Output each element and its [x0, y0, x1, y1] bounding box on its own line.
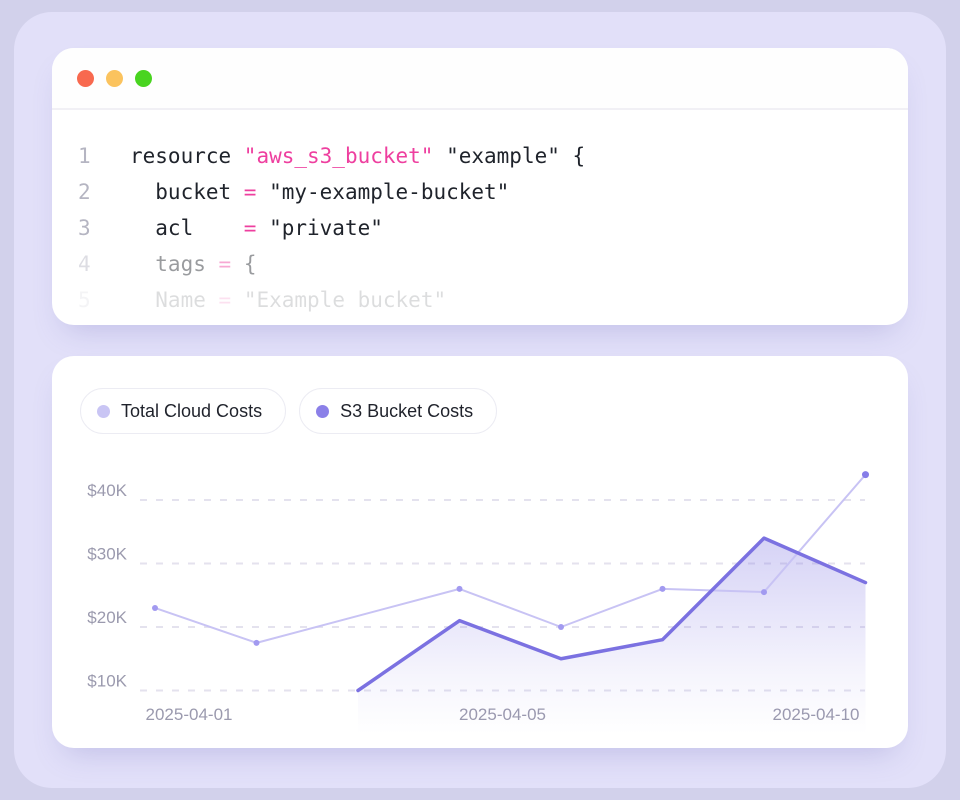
y-axis-label: $20K: [87, 608, 127, 627]
data-point-dot: [456, 585, 463, 592]
line-number: 5: [78, 288, 91, 312]
series-fill-s3-bucket-costs: [358, 538, 866, 738]
y-axis-label: $40K: [87, 481, 127, 500]
line-number: 2: [78, 180, 91, 204]
code-line: 1 resource "aws_s3_bucket" "example" {: [52, 138, 908, 174]
window-title-bar: [52, 48, 908, 110]
code-token: {: [231, 252, 257, 276]
line-number: 1: [78, 144, 91, 168]
legend-label: Total Cloud Costs: [121, 400, 263, 421]
code-token: "my-example-bucket": [256, 180, 510, 204]
code-token: Name: [130, 288, 219, 312]
chart-legend: Total Cloud Costs S3 Bucket Costs: [80, 388, 498, 434]
line-number: 4: [78, 252, 91, 276]
cost-chart-panel: Total Cloud Costs S3 Bucket Costs $40K $3…: [52, 356, 908, 748]
code-editor[interactable]: 1 resource "aws_s3_bucket" "example" { 2 b…: [52, 110, 908, 318]
code-token: bucket: [130, 180, 244, 204]
code-line: 2 bucket = "my-example-bucket": [52, 174, 908, 210]
data-point-dot: [152, 604, 158, 611]
legend-pill-s3-bucket-costs[interactable]: S3 Bucket Costs: [299, 388, 498, 434]
minimize-button[interactable]: [106, 69, 123, 87]
s3-bucket-costs-dot-icon: [316, 404, 330, 418]
code-token: "aws_s3_bucket": [243, 144, 434, 168]
data-point-dot: [761, 589, 767, 596]
code-token: =: [243, 180, 257, 204]
y-axis-label: $10K: [87, 672, 127, 691]
data-point-dot: [659, 585, 666, 592]
y-axis-label: $30K: [87, 545, 127, 564]
code-token: "example" {: [433, 144, 586, 168]
code-token: tags: [130, 252, 219, 276]
total-cloud-costs-dot-icon: [97, 404, 110, 418]
code-line: 3 acl = "private": [52, 210, 908, 246]
data-point-dot: [253, 639, 260, 646]
code-token: =: [218, 252, 232, 276]
code-token: =: [218, 288, 232, 312]
data-point-dot: [862, 471, 869, 479]
code-token: acl: [130, 216, 244, 240]
code-line: 5 Name = "Example bucket": [52, 282, 908, 318]
x-axis-label: 2025-04-01: [146, 705, 233, 724]
line-number: 3: [78, 216, 91, 240]
code-token: "Example bucket": [231, 288, 447, 312]
series-line-s3-bucket-costs: [356, 536, 868, 693]
code-token: "private": [256, 216, 383, 240]
data-point-dot: [558, 624, 564, 630]
legend-label: S3 Bucket Costs: [340, 400, 474, 421]
cost-line-chart: $40K$30K$20K$10K2025-04-012025-04-052025…: [87, 471, 869, 738]
code-editor-window: 1 resource "aws_s3_bucket" "example" { 2 b…: [52, 48, 908, 325]
maximize-button[interactable]: [135, 69, 152, 87]
code-token: =: [243, 216, 257, 240]
code-token: resource: [130, 144, 244, 168]
close-button[interactable]: [77, 69, 94, 87]
legend-pill-total-cloud-costs[interactable]: Total Cloud Costs: [80, 388, 287, 434]
code-line: 4 tags = {: [52, 246, 908, 282]
